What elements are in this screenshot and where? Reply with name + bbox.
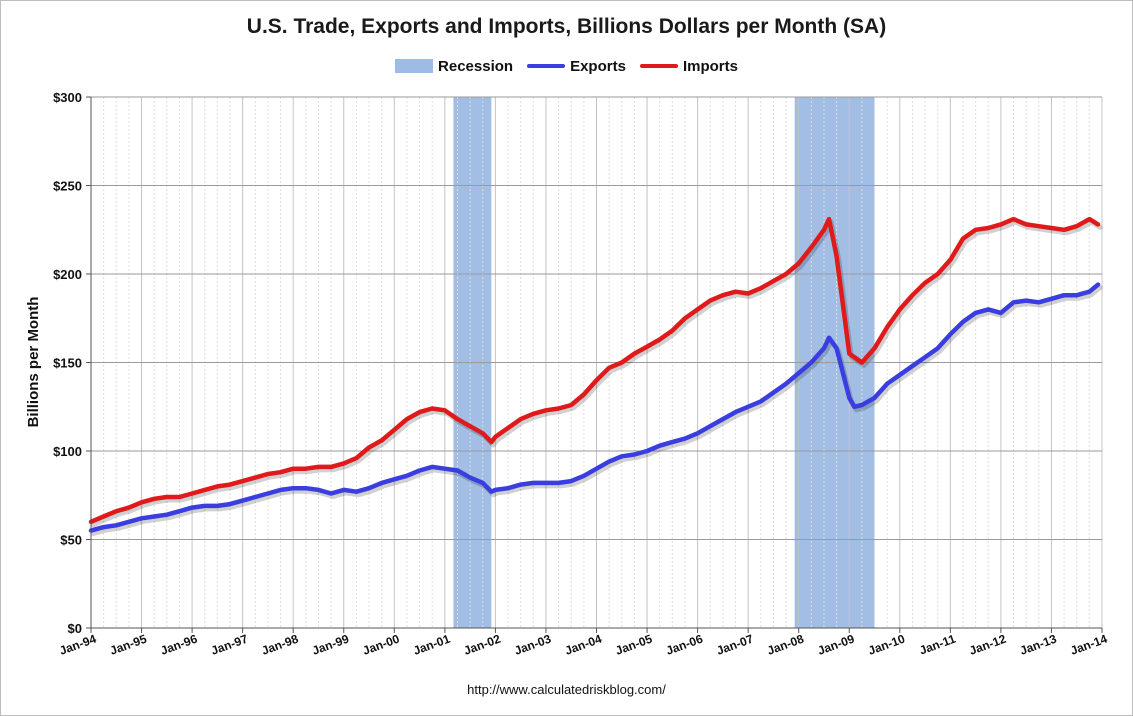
- y-tick-label: $100: [53, 444, 82, 459]
- y-tick-label: $300: [53, 90, 82, 105]
- legend: Recession Exports Imports: [1, 55, 1132, 77]
- x-tick-label: Jan-01: [411, 632, 452, 658]
- x-axis-tick-labels: Jan-94 Jan-95 Jan-96 Jan-97 Jan-98 Jan-99 Jan-…: [58, 632, 1110, 658]
- legend-item-recession: Recession: [395, 58, 513, 75]
- legend-label-imports: Imports: [682, 57, 738, 75]
- x-tick-label: Jan-97: [209, 632, 250, 658]
- legend-swatch-exports: [527, 64, 566, 68]
- axes: [86, 96, 1103, 633]
- x-tick-label: Jan-00: [361, 632, 402, 658]
- x-tick-label: Jan-99: [310, 632, 351, 658]
- legend-swatch-recession: [395, 59, 434, 73]
- x-tick-label: Jan-98: [260, 632, 301, 658]
- x-tick-label: Jan-11: [917, 632, 957, 658]
- y-tick-label: $250: [53, 179, 82, 194]
- exports-line-shadow: [90, 285, 1103, 537]
- x-tick-label: Jan-06: [664, 632, 705, 658]
- legend-label-recession: Recession: [438, 57, 514, 75]
- x-tick-label: Jan-96: [159, 632, 200, 658]
- source-url: http://www.calculatedriskblog.com/: [467, 682, 666, 697]
- x-tick-label: Jan-07: [715, 632, 756, 658]
- x-tick-label: Jan-95: [108, 632, 149, 658]
- legend-item-imports: Imports: [639, 57, 738, 75]
- x-tick-label: Jan-04: [563, 632, 604, 658]
- y-tick-label: $150: [53, 356, 82, 371]
- legend-item-exports: Exports: [527, 58, 626, 75]
- x-tick-label: Jan-02: [462, 632, 503, 658]
- imports-line-shadow: [90, 219, 1103, 528]
- y-tick-label: $0: [68, 621, 82, 636]
- y-axis-label: Billions per Month: [25, 297, 42, 428]
- x-tick-label: Jan-13: [1018, 632, 1059, 658]
- y-axis-tick-labels: $0 $50 $100 $150 $200 $250 $300: [53, 90, 82, 636]
- legend-label-exports: Exports: [570, 57, 626, 75]
- exports-line: [88, 282, 1101, 533]
- x-tick-label: Jan-08: [765, 632, 806, 658]
- x-tick-label: Jan-14: [1069, 632, 1110, 658]
- series-lines: [88, 216, 1103, 537]
- x-tick-label: Jan-05: [614, 632, 655, 658]
- imports-line: [88, 216, 1101, 525]
- x-tick-label: Jan-03: [512, 632, 553, 658]
- legend-swatch-imports: [639, 64, 678, 68]
- y-tick-label: $50: [60, 533, 82, 548]
- x-tick-label: Jan-09: [816, 632, 857, 658]
- chart-title: U.S. Trade, Exports and Imports, Billion…: [246, 15, 887, 38]
- y-tick-label: $200: [53, 267, 82, 282]
- x-tick-label: Jan-12: [967, 632, 1008, 658]
- x-tick-label: Jan-10: [866, 632, 907, 658]
